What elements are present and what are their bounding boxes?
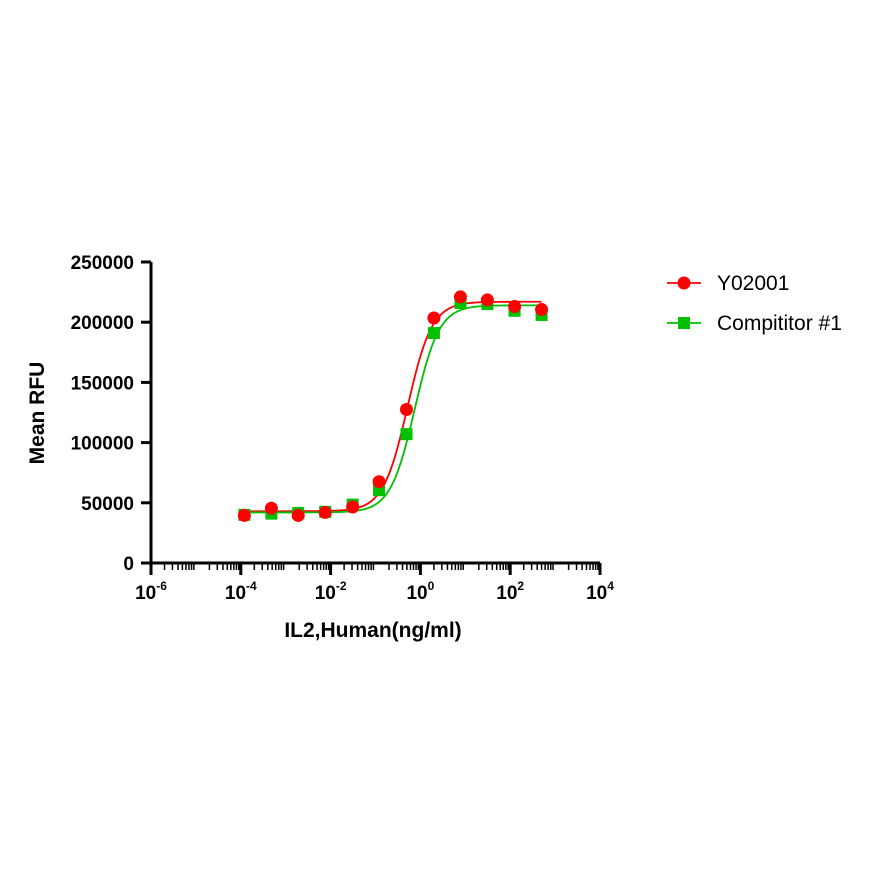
data-point-circle bbox=[399, 402, 413, 416]
x-tick-label: 10-2 bbox=[315, 579, 347, 604]
data-point-circle bbox=[508, 300, 522, 314]
y-tick-label: 250000 bbox=[71, 253, 134, 274]
x-tick-label: 10-6 bbox=[135, 579, 167, 604]
legend: Y02001 Compititor #1 bbox=[667, 272, 842, 335]
data-points bbox=[237, 290, 549, 522]
x-tick-label: 10-4 bbox=[225, 579, 257, 604]
legend-label: Y02001 bbox=[717, 272, 789, 295]
data-point-circle bbox=[372, 475, 386, 489]
y-tick-label: 0 bbox=[123, 554, 134, 575]
x-tick-label: 100 bbox=[406, 579, 434, 604]
data-point-square bbox=[400, 428, 413, 441]
data-point-circle bbox=[535, 303, 549, 317]
data-point-circle bbox=[318, 505, 332, 519]
y-tick-label: 200000 bbox=[71, 313, 134, 334]
data-point-circle bbox=[427, 311, 441, 325]
legend-marker-square bbox=[678, 317, 690, 329]
x-axis-title: IL2,Human(ng/ml) bbox=[284, 619, 461, 642]
data-point-circle bbox=[346, 500, 360, 514]
x-tick-label: 104 bbox=[586, 579, 614, 604]
data-point-circle bbox=[480, 293, 494, 307]
data-point-circle bbox=[237, 508, 251, 522]
x-tick-label: 102 bbox=[496, 579, 524, 604]
legend-marker-circle bbox=[677, 276, 691, 290]
fit-curve bbox=[244, 300, 542, 513]
fit-curves bbox=[244, 300, 542, 514]
y-axis: 0 50000 100000 150000 200000 250000 bbox=[71, 253, 153, 575]
data-point-circle bbox=[264, 501, 278, 515]
y-tick-label: 150000 bbox=[71, 373, 134, 394]
fit-curve bbox=[244, 304, 542, 514]
y-axis-title: Mean RFU bbox=[26, 362, 49, 465]
x-axis: 10-6 10-4 10-2 100 102 104 bbox=[135, 561, 614, 604]
data-point-square bbox=[427, 327, 440, 340]
y-tick-label: 100000 bbox=[71, 434, 134, 455]
data-point-circle bbox=[453, 290, 467, 304]
y-tick-label: 50000 bbox=[81, 494, 134, 515]
data-point-circle bbox=[291, 508, 305, 522]
legend-label: Compititor #1 bbox=[717, 312, 842, 335]
